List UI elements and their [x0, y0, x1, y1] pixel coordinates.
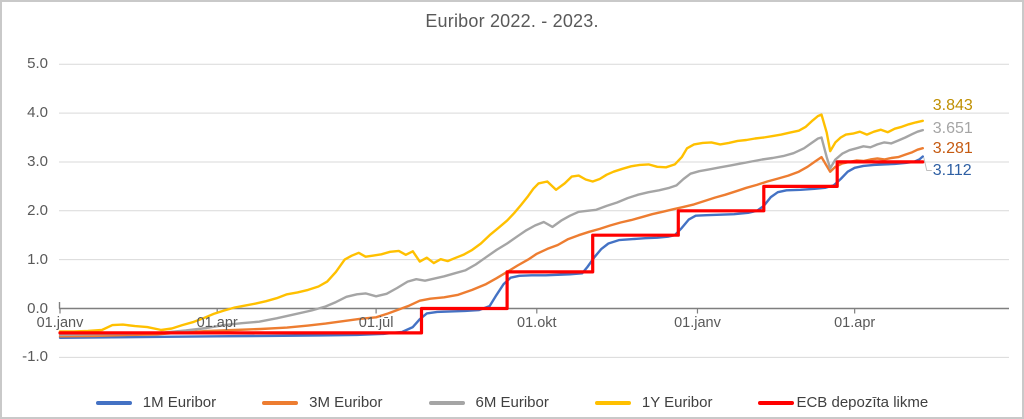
series-line-1m-euribor	[58, 155, 924, 339]
y-axis-label: 2.0	[27, 201, 48, 219]
legend-item-1m-euribor: 1M Euribor	[95, 394, 217, 411]
legend-item-6m-euribor: 6M Euribor	[428, 394, 549, 411]
end-label-6m-euribor: 3.651	[932, 120, 973, 138]
y-axis-label: 5.0	[27, 55, 48, 73]
series-line-ecb-depozīta-likme	[58, 160, 925, 335]
end-label-1y-euribor: 3.843	[932, 96, 973, 114]
x-axis-label: 01.janv	[36, 315, 84, 331]
legend-item-1y-euribor: 1Y Euribor	[594, 394, 713, 411]
y-axis-label: 4.0	[27, 104, 48, 122]
legend-label: 6M Euribor	[475, 394, 549, 411]
legend-line-swatch	[758, 400, 795, 405]
x-axis-label: 01.janv	[674, 315, 721, 331]
y-axis-label: -1.0	[22, 348, 48, 366]
end-label-leader-line	[923, 157, 932, 171]
legend-label: 1M Euribor	[142, 394, 217, 411]
y-axis-label: 1.0	[27, 250, 48, 268]
y-axis-label: 0.0	[27, 299, 48, 317]
x-axis-label: 01.apr	[196, 315, 238, 331]
legend-item-ecb-depozīta-likme: ECB depozīta likme	[758, 394, 928, 411]
x-axis-label: 01.jūl	[358, 315, 394, 331]
x-axis-label: 01.apr	[834, 315, 876, 331]
legend-item-3m-euribor: 3M Euribor	[262, 394, 383, 411]
chart-title: Euribor 2022. - 2023.	[425, 11, 599, 31]
series-line-6m-euribor	[58, 128, 924, 337]
end-label-1m-euribor: 3.112	[932, 162, 972, 180]
series-line-1y-euribor	[58, 113, 924, 333]
x-axis-label: 01.okt	[517, 315, 557, 331]
legend-line-swatch	[95, 400, 132, 405]
legend-label: 3M Euribor	[309, 394, 383, 411]
legend-label: 1Y Euribor	[641, 394, 713, 411]
chart-legend: 1M Euribor 3M Euribor 6M Euribor 1Y Euribor…	[2, 394, 1022, 411]
legend-label: ECB depozīta likme	[796, 394, 929, 411]
end-label-3m-euribor: 3.281	[932, 140, 973, 158]
y-axis-label: 3.0	[27, 152, 48, 170]
legend-line-swatch	[594, 400, 631, 405]
legend-line-swatch	[262, 400, 299, 405]
legend-line-swatch	[428, 400, 465, 405]
